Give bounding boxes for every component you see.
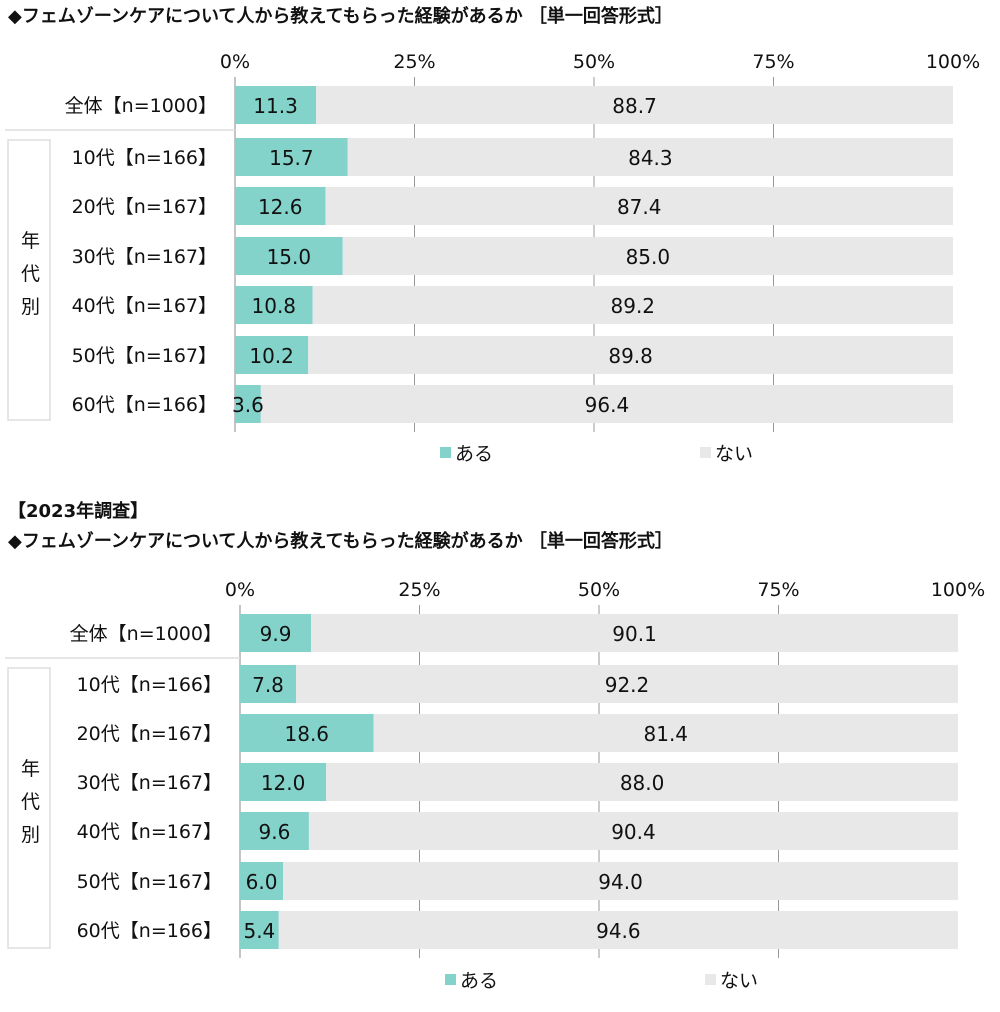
bar-segment-yes [235, 336, 309, 374]
bar-segment-no [308, 336, 954, 374]
category-label: 30代【n=167】 [77, 772, 222, 794]
tick-label: 25% [398, 579, 440, 601]
bar-segment-no [296, 665, 958, 703]
category-label: 60代【n=166】 [72, 394, 217, 416]
bar-segment-no [278, 911, 959, 949]
data-label: 9.9 [260, 622, 292, 646]
legend-label: ない [715, 443, 753, 465]
bar-segment-yes [235, 187, 326, 225]
chart-title: ◆フェムゾーンケアについて人から教えてもらった経験があるか ［単一回答形式］ [8, 5, 673, 27]
legend-label: ある [455, 443, 493, 465]
data-label: 6.0 [246, 870, 278, 894]
data-label: 9.6 [259, 820, 291, 844]
tick-label: 0% [225, 579, 255, 601]
tick-label: 75% [757, 579, 799, 601]
group-box [7, 139, 51, 421]
data-label: 85.0 [626, 245, 671, 269]
data-label: 89.2 [611, 294, 656, 318]
bar-segment-no [283, 862, 959, 900]
bar-segment-yes [240, 614, 312, 652]
data-label: 96.4 [585, 393, 630, 417]
data-label: 12.0 [261, 771, 306, 795]
tick-label: 100% [931, 579, 985, 601]
bar-segment-yes [235, 138, 348, 176]
tick-label: 75% [752, 51, 794, 73]
legend-swatch [440, 447, 451, 458]
bar-segment-yes [235, 286, 313, 324]
legend-swatch [700, 447, 711, 458]
data-label: 10.8 [252, 294, 297, 318]
bar-segment-no [373, 714, 959, 752]
bar-segment-no [326, 763, 958, 801]
bar-segment-yes [235, 86, 317, 124]
bar-segment-yes [235, 385, 261, 423]
data-label: 81.4 [644, 722, 689, 746]
category-label: 10代【n=166】 [77, 674, 222, 696]
group-box [7, 667, 51, 949]
legend-swatch [705, 974, 716, 985]
bar-segment-yes [240, 812, 309, 850]
data-label: 94.6 [596, 919, 641, 943]
bar-segment-no [342, 237, 953, 275]
data-label: 88.7 [612, 94, 657, 118]
data-label: 3.6 [232, 393, 264, 417]
data-label: 87.4 [617, 195, 662, 219]
tick-label: 50% [573, 51, 615, 73]
tick-label: 100% [926, 51, 980, 73]
data-label: 7.8 [252, 673, 284, 697]
bar-segment-yes [240, 714, 374, 752]
tick-label: 50% [578, 579, 620, 601]
bar-segment-yes [240, 911, 279, 949]
data-label: 18.6 [285, 722, 330, 746]
data-label: 11.3 [253, 94, 298, 118]
data-label: 92.2 [605, 673, 650, 697]
category-label: 全体【n=1000】 [65, 95, 217, 117]
bar-segment-yes [235, 237, 343, 275]
bar-segment-yes [240, 862, 284, 900]
chart-title: ◆フェムゾーンケアについて人から教えてもらった経験があるか ［単一回答形式］ [8, 530, 673, 552]
data-label: 90.1 [612, 622, 657, 646]
category-label: 30代【n=167】 [72, 246, 217, 268]
category-label: 40代【n=167】 [72, 295, 217, 317]
category-label: 60代【n=166】 [77, 920, 222, 942]
data-label: 94.0 [598, 870, 643, 894]
legend-swatch [445, 974, 456, 985]
category-label: 10代【n=166】 [72, 147, 217, 169]
category-label: 50代【n=167】 [72, 345, 217, 367]
chart-2: 【2023年調査】 ◆フェムゾーンケアについて人から教えてもらった経験があるか ［… [5, 500, 985, 992]
data-label: 89.8 [608, 344, 653, 368]
tick-label: 0% [220, 51, 250, 73]
legend-label: ない [720, 970, 758, 992]
bar-segment-no [325, 187, 953, 225]
data-label: 10.2 [249, 344, 294, 368]
bar-segment-no [308, 812, 959, 850]
data-label: 5.4 [243, 919, 275, 943]
group-label: 年代別 [18, 758, 40, 857]
data-label: 90.4 [611, 820, 656, 844]
category-label: 全体【n=1000】 [70, 623, 222, 645]
data-label: 12.6 [258, 195, 303, 219]
bar-segment-no [312, 286, 953, 324]
bar-segment-no [260, 385, 953, 423]
bar-segment-yes [240, 763, 327, 801]
bar-segment-no [311, 614, 958, 652]
data-label: 15.0 [267, 245, 312, 269]
data-label: 88.0 [620, 771, 665, 795]
data-label: 84.3 [628, 146, 673, 170]
bar-segment-no [347, 138, 953, 176]
category-label: 20代【n=167】 [72, 196, 217, 218]
group-label: 年代別 [18, 230, 40, 329]
category-label: 50代【n=167】 [77, 871, 222, 893]
bar-segment-no [316, 86, 953, 124]
legend-label: ある [460, 970, 498, 992]
category-label: 20代【n=167】 [77, 723, 222, 745]
category-label: 40代【n=167】 [77, 821, 222, 843]
chart-1: ◆フェムゾーンケアについて人から教えてもらった経験があるか ［単一回答形式］ 0%… [5, 5, 980, 465]
data-label: 15.7 [269, 146, 314, 170]
chart-heading: 【2023年調査】 [8, 500, 148, 522]
tick-label: 25% [393, 51, 435, 73]
bar-segment-yes [240, 665, 297, 703]
